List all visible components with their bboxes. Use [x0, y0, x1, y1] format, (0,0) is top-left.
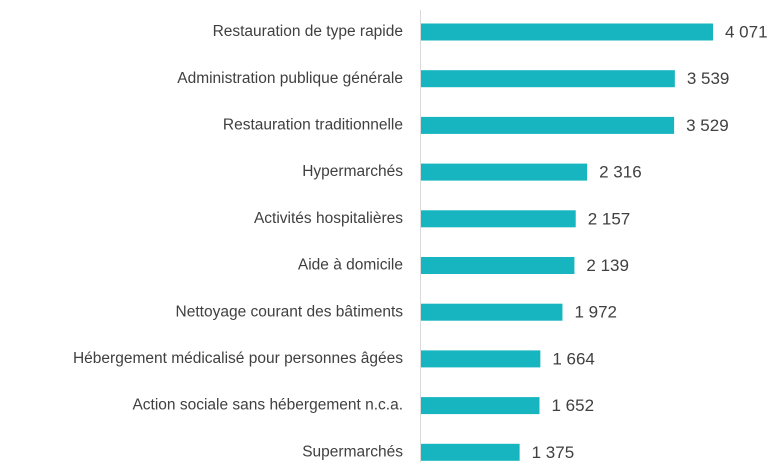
- bar: [421, 210, 576, 228]
- value-label: 3 529: [686, 116, 729, 135]
- category-label: Nettoyage courant des bâtiments: [176, 303, 404, 320]
- value-label: 1 664: [552, 349, 595, 368]
- bar: [421, 257, 575, 274]
- value-label: 4 071: [725, 22, 768, 41]
- value-label: 1 972: [574, 303, 617, 322]
- category-label: Action sociale sans hébergement n.c.a.: [132, 397, 403, 414]
- bar: [421, 70, 675, 88]
- bar: [421, 443, 520, 461]
- value-label: 3 539: [687, 69, 730, 88]
- bar: [421, 350, 541, 368]
- value-label: 1 652: [551, 396, 594, 415]
- value-label: 2 316: [599, 163, 642, 182]
- bar: [421, 397, 540, 415]
- category-label: Hébergement médicalisé pour personnes âg…: [73, 350, 403, 367]
- category-label: Administration publique générale: [177, 70, 403, 87]
- value-label: 2 157: [588, 209, 631, 228]
- category-label: Aide à domicile: [298, 257, 403, 274]
- category-label: Activités hospitalières: [254, 210, 403, 227]
- category-label: Hypermarchés: [302, 163, 403, 180]
- category-label: Restauration de type rapide: [213, 23, 403, 40]
- category-label: Supermarchés: [302, 443, 403, 460]
- bar: [421, 23, 713, 41]
- value-label: 1 375: [532, 443, 575, 462]
- value-label: 2 139: [586, 256, 629, 275]
- bar: [421, 116, 675, 134]
- bar: [421, 303, 563, 321]
- category-label: Restauration traditionnelle: [223, 116, 403, 133]
- bar: [421, 163, 588, 181]
